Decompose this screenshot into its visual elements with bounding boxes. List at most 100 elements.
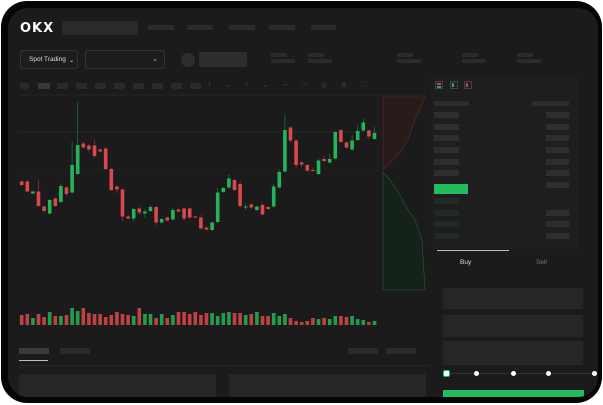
nav-item[interactable] — [187, 25, 213, 30]
candle[interactable] — [182, 208, 186, 219]
candle[interactable] — [159, 219, 164, 223]
book-both-icon[interactable] — [435, 81, 443, 89]
timeframe-button[interactable] — [152, 83, 163, 89]
candle[interactable] — [19, 181, 24, 186]
candle[interactable] — [299, 162, 304, 165]
candle[interactable] — [187, 208, 192, 218]
slider-step-50[interactable] — [511, 371, 516, 376]
slider-step-25[interactable] — [474, 371, 479, 376]
timeframe-button[interactable] — [171, 83, 182, 89]
candle[interactable] — [81, 143, 86, 148]
timeframe-button[interactable] — [76, 83, 87, 89]
candle[interactable] — [210, 222, 214, 231]
timeframe-button[interactable] — [114, 83, 125, 89]
candle[interactable] — [271, 186, 276, 207]
candle[interactable] — [103, 148, 108, 170]
tab-order-history[interactable] — [60, 348, 90, 354]
book-bids-icon[interactable] — [450, 81, 458, 89]
timeframe-button[interactable] — [190, 83, 201, 89]
candle[interactable] — [316, 160, 321, 175]
amount-input[interactable] — [443, 315, 583, 337]
candle[interactable] — [350, 140, 354, 150]
spot-trading-dropdown[interactable]: Spot Trading ⌄ — [20, 50, 78, 69]
candle[interactable] — [42, 206, 46, 212]
candle[interactable] — [126, 216, 130, 219]
candle[interactable] — [215, 192, 220, 223]
candle[interactable] — [47, 200, 52, 214]
candle[interactable] — [176, 209, 181, 212]
filter-button[interactable] — [386, 348, 416, 354]
candle[interactable] — [355, 131, 360, 140]
nav-item[interactable] — [229, 25, 255, 30]
chart-tool-icons[interactable]: ⌇ ⌄ ⌇ ⌄ ∼ ⟋ ◎ ⊚ ⛶ — [208, 82, 372, 89]
candle[interactable] — [87, 145, 91, 150]
candle[interactable] — [243, 206, 248, 208]
candle[interactable] — [283, 130, 287, 172]
candle[interactable] — [115, 186, 119, 190]
slider-step-100[interactable] — [592, 371, 597, 376]
candle[interactable] — [98, 149, 102, 152]
candle[interactable] — [294, 140, 298, 166]
timeframe-button[interactable] — [57, 83, 68, 89]
candle[interactable] — [344, 142, 349, 148]
candle[interactable] — [154, 207, 158, 223]
total-input[interactable] — [443, 341, 583, 365]
candle[interactable] — [221, 188, 226, 192]
candle[interactable] — [277, 172, 282, 188]
book-asks-icon[interactable] — [464, 81, 472, 89]
candle[interactable] — [171, 210, 175, 220]
candle[interactable] — [53, 198, 58, 207]
candle[interactable] — [327, 159, 332, 163]
amount-slider[interactable] — [447, 373, 595, 374]
candle[interactable] — [199, 217, 203, 229]
candle[interactable] — [137, 208, 142, 213]
candle[interactable] — [36, 191, 41, 207]
candle[interactable] — [288, 127, 293, 141]
candle[interactable] — [367, 130, 371, 137]
candle[interactable] — [255, 206, 259, 211]
candle[interactable] — [232, 180, 237, 190]
candle[interactable] — [70, 165, 74, 193]
candle[interactable] — [64, 187, 69, 195]
filter-button[interactable] — [348, 348, 378, 354]
price-input[interactable] — [443, 288, 583, 309]
candle[interactable] — [165, 217, 170, 221]
timeframe-button[interactable] — [38, 83, 50, 89]
candle[interactable] — [361, 122, 366, 131]
candle[interactable] — [238, 184, 242, 206]
buy-button[interactable] — [443, 390, 584, 397]
pair-dropdown[interactable]: ⌄ — [85, 50, 165, 69]
timeframe-button[interactable] — [133, 83, 144, 89]
candle[interactable] — [372, 133, 377, 139]
candle[interactable] — [75, 145, 80, 174]
candle[interactable] — [339, 130, 343, 142]
tab-open-orders[interactable] — [19, 348, 49, 354]
candle[interactable] — [143, 211, 147, 214]
candle[interactable] — [120, 189, 125, 217]
slider-handle[interactable] — [443, 370, 450, 377]
candle[interactable] — [193, 216, 198, 218]
candle[interactable] — [227, 178, 231, 188]
candle[interactable] — [131, 209, 136, 219]
candle[interactable] — [204, 227, 209, 230]
candle[interactable] — [266, 207, 270, 209]
candle[interactable] — [25, 181, 30, 192]
candle[interactable] — [311, 170, 315, 171]
nav-item[interactable] — [269, 25, 295, 30]
timeframe-button[interactable] — [20, 83, 29, 89]
nav-item[interactable] — [311, 25, 336, 30]
candle[interactable] — [249, 204, 254, 208]
candle[interactable] — [148, 207, 153, 211]
sell-tab[interactable]: Sell — [536, 259, 547, 266]
okx-logo[interactable]: OKX — [20, 21, 55, 36]
timeframe-button[interactable] — [95, 83, 106, 89]
search-bar[interactable] — [62, 21, 138, 35]
candle[interactable] — [305, 165, 310, 171]
candle[interactable] — [333, 132, 338, 159]
candle[interactable] — [322, 159, 326, 161]
candle[interactable] — [260, 205, 265, 215]
candle[interactable] — [31, 191, 35, 194]
candle[interactable] — [92, 145, 97, 157]
buy-tab[interactable]: Buy — [460, 259, 472, 266]
